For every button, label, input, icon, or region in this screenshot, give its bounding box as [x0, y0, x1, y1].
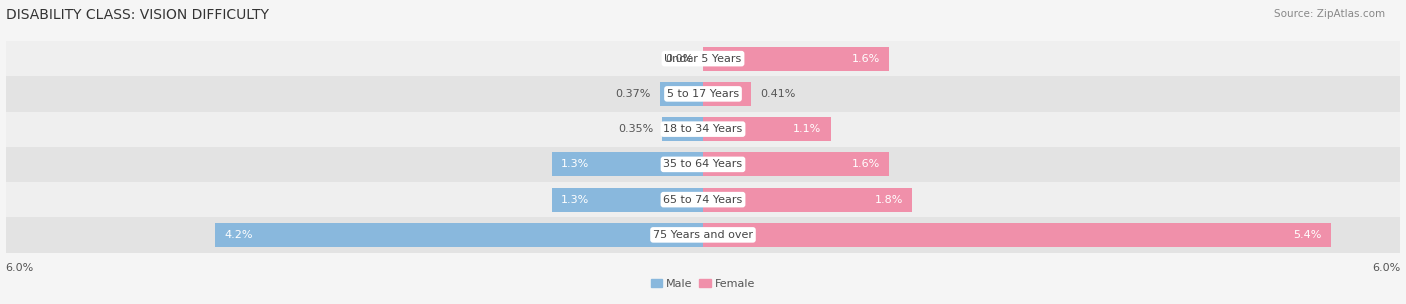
- Text: 0.41%: 0.41%: [761, 89, 796, 99]
- Text: 5.4%: 5.4%: [1294, 230, 1322, 240]
- Bar: [6, 112, 1400, 147]
- Text: 75 Years and over: 75 Years and over: [652, 230, 754, 240]
- Bar: [659, 82, 703, 106]
- Bar: [662, 117, 703, 141]
- Bar: [215, 223, 703, 247]
- Bar: [703, 47, 889, 71]
- Bar: [6, 217, 1400, 253]
- Bar: [703, 152, 889, 176]
- Bar: [6, 41, 1400, 76]
- Text: 6.0%: 6.0%: [6, 263, 34, 273]
- Legend: Male, Female: Male, Female: [647, 275, 759, 293]
- Bar: [6, 76, 1400, 112]
- Bar: [703, 117, 831, 141]
- Text: 1.1%: 1.1%: [793, 124, 821, 134]
- Text: DISABILITY CLASS: VISION DIFFICULTY: DISABILITY CLASS: VISION DIFFICULTY: [6, 8, 269, 22]
- Text: Under 5 Years: Under 5 Years: [665, 54, 741, 64]
- Text: Source: ZipAtlas.com: Source: ZipAtlas.com: [1274, 9, 1385, 19]
- Bar: [703, 223, 1330, 247]
- Text: 0.35%: 0.35%: [617, 124, 652, 134]
- Text: 5 to 17 Years: 5 to 17 Years: [666, 89, 740, 99]
- Text: 1.6%: 1.6%: [852, 159, 880, 169]
- Text: 4.2%: 4.2%: [224, 230, 253, 240]
- Text: 1.6%: 1.6%: [852, 54, 880, 64]
- Bar: [703, 188, 912, 212]
- Text: 6.0%: 6.0%: [1372, 263, 1400, 273]
- Bar: [553, 188, 703, 212]
- Text: 18 to 34 Years: 18 to 34 Years: [664, 124, 742, 134]
- Text: 1.3%: 1.3%: [561, 195, 589, 205]
- Text: 35 to 64 Years: 35 to 64 Years: [664, 159, 742, 169]
- Bar: [553, 152, 703, 176]
- Bar: [703, 82, 751, 106]
- Text: 65 to 74 Years: 65 to 74 Years: [664, 195, 742, 205]
- Text: 1.3%: 1.3%: [561, 159, 589, 169]
- Text: 1.8%: 1.8%: [875, 195, 903, 205]
- Bar: [6, 147, 1400, 182]
- Bar: [6, 182, 1400, 217]
- Text: 0.0%: 0.0%: [665, 54, 693, 64]
- Text: 0.37%: 0.37%: [616, 89, 651, 99]
